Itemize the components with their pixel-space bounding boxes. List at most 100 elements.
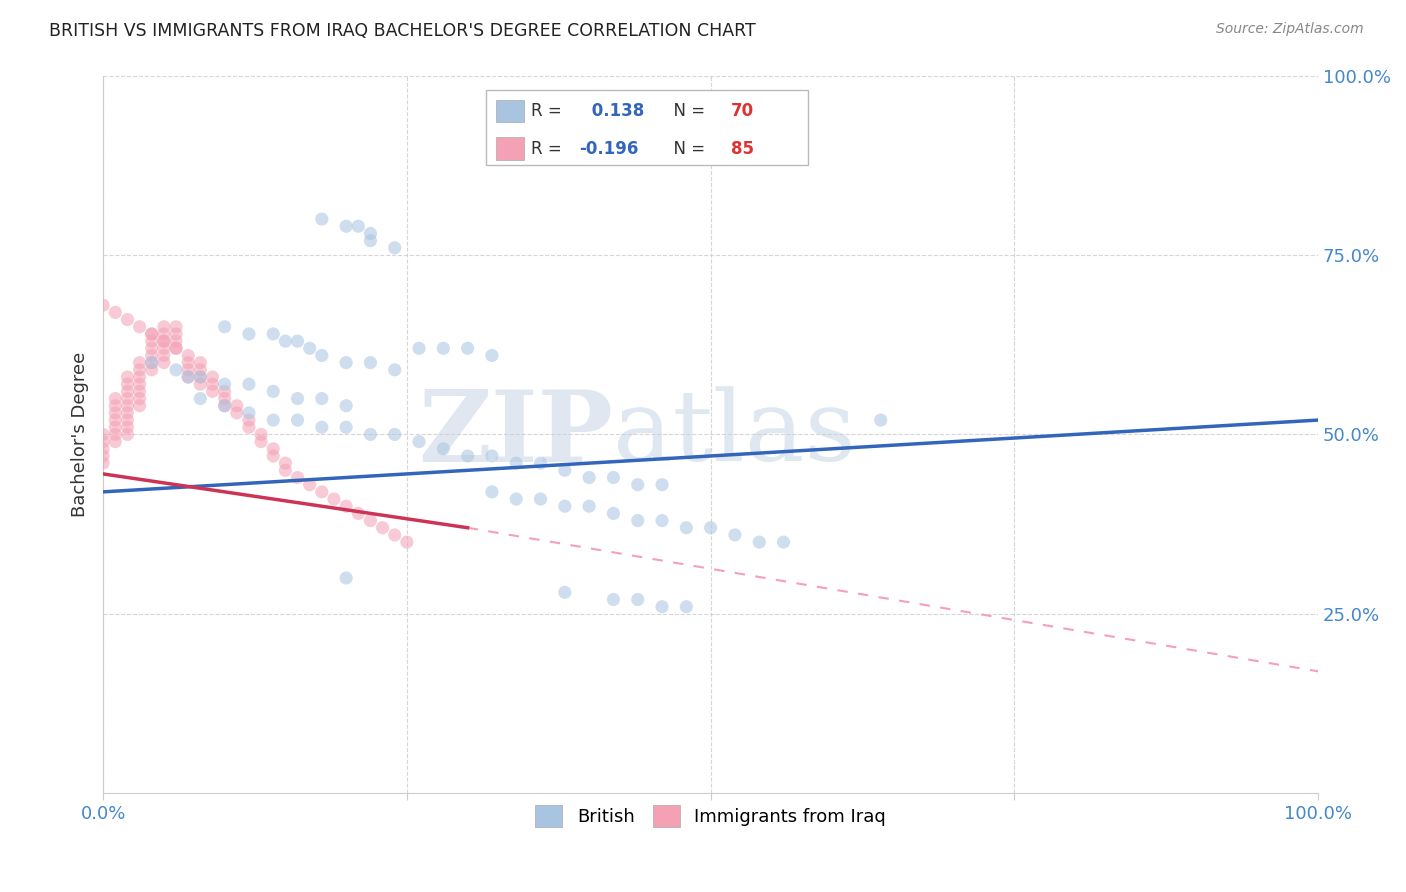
Point (335, 356, 357, 370)
Point (141, 356, 163, 370)
Point (262, 449, 284, 463)
Point (117, 399, 139, 413)
Point (311, 392, 333, 406)
Point (529, 491, 551, 506)
Point (188, 363, 211, 377)
Point (311, 212, 333, 227)
Point (274, 334, 297, 348)
Y-axis label: Bachelor's Degree: Bachelor's Degree (72, 351, 89, 517)
Point (724, 528, 747, 542)
Point (128, 384, 150, 399)
Point (165, 326, 187, 341)
Point (335, 399, 357, 413)
Point (457, 341, 479, 355)
Point (104, 392, 127, 406)
Point (91, 442, 114, 456)
Point (311, 349, 333, 363)
Point (177, 370, 200, 384)
Point (602, 592, 624, 607)
Point (141, 356, 163, 370)
Point (408, 434, 430, 449)
Point (104, 413, 127, 427)
Point (91, 298, 114, 312)
Point (188, 377, 211, 392)
Point (287, 392, 309, 406)
Point (347, 219, 370, 234)
Point (335, 571, 357, 585)
Point (298, 341, 321, 355)
Point (748, 535, 770, 549)
Point (395, 535, 418, 549)
Point (675, 599, 697, 614)
Point (287, 470, 309, 484)
Point (117, 384, 139, 399)
Point (104, 305, 127, 319)
Point (699, 521, 721, 535)
Point (384, 241, 406, 255)
Point (347, 507, 370, 521)
Point (262, 326, 284, 341)
Point (153, 334, 176, 348)
Point (188, 356, 211, 370)
Text: BRITISH VS IMMIGRANTS FROM IRAQ BACHELOR'S DEGREE CORRELATION CHART: BRITISH VS IMMIGRANTS FROM IRAQ BACHELOR… (49, 22, 756, 40)
Point (384, 363, 406, 377)
Point (153, 334, 176, 348)
Point (627, 514, 650, 528)
Point (869, 413, 891, 427)
Point (298, 477, 321, 491)
Point (117, 377, 139, 392)
Point (104, 420, 127, 434)
Text: Source: ZipAtlas.com: Source: ZipAtlas.com (1216, 22, 1364, 37)
Point (128, 363, 150, 377)
Point (165, 363, 187, 377)
Point (104, 399, 127, 413)
Point (457, 449, 479, 463)
Point (117, 312, 139, 326)
Point (359, 427, 381, 442)
Point (225, 399, 247, 413)
Point (250, 434, 273, 449)
Text: atlas: atlas (613, 386, 856, 483)
Text: ZIP: ZIP (419, 386, 613, 483)
Point (117, 392, 139, 406)
Point (554, 500, 576, 514)
Point (651, 514, 673, 528)
Point (141, 326, 163, 341)
Point (91, 456, 114, 470)
Point (128, 377, 150, 392)
Point (529, 456, 551, 470)
Point (117, 420, 139, 434)
Point (104, 434, 127, 449)
Point (772, 535, 794, 549)
Point (481, 349, 503, 363)
Point (602, 470, 624, 484)
Point (141, 326, 163, 341)
Point (371, 521, 394, 535)
Point (578, 500, 600, 514)
Point (274, 456, 297, 470)
Point (238, 326, 260, 341)
Point (359, 514, 381, 528)
Point (359, 227, 381, 241)
Point (274, 463, 297, 477)
Point (651, 477, 673, 491)
Point (128, 370, 150, 384)
Point (201, 377, 224, 392)
Point (91, 449, 114, 463)
Point (225, 406, 247, 420)
Point (481, 484, 503, 499)
Point (104, 427, 127, 442)
Point (177, 356, 200, 370)
Point (153, 349, 176, 363)
Point (238, 413, 260, 427)
Point (165, 341, 187, 355)
Point (188, 370, 211, 384)
Point (384, 528, 406, 542)
Point (214, 319, 236, 334)
Point (238, 420, 260, 434)
Point (627, 592, 650, 607)
Point (201, 384, 224, 399)
Point (91, 434, 114, 449)
Point (165, 319, 187, 334)
Point (311, 484, 333, 499)
